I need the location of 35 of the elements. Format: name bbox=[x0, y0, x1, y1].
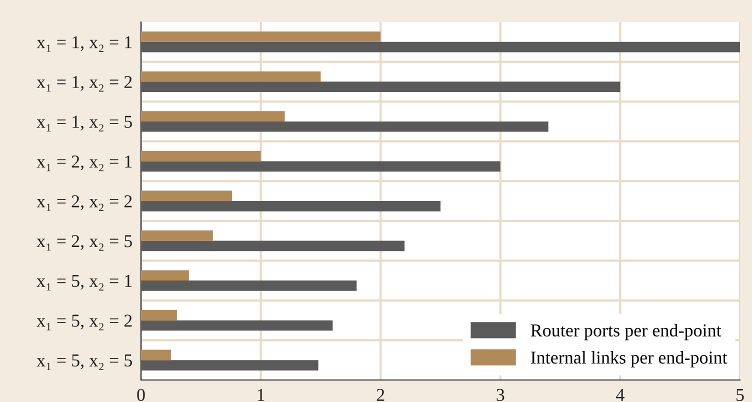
bar bbox=[141, 150, 261, 162]
bar bbox=[141, 201, 440, 212]
y-tick-label: x₁ = 5, x₂ = 2 bbox=[36, 314, 132, 330]
bar bbox=[141, 42, 740, 52]
bar bbox=[141, 320, 333, 331]
y-tick-label: x₁ = 1, x₂ = 5 bbox=[36, 116, 132, 132]
bar bbox=[141, 280, 357, 291]
y-tick-label: x₁ = 2, x₂ = 1 bbox=[36, 156, 132, 172]
y-tick-label: x₁ = 1, x₂ = 1 bbox=[36, 36, 132, 52]
bar bbox=[141, 350, 171, 360]
y-tick-label: x₁ = 1, x₂ = 2 bbox=[36, 76, 132, 92]
bar bbox=[141, 121, 548, 132]
bar bbox=[141, 230, 213, 241]
x-tick-label: 4 bbox=[616, 388, 624, 401]
bar bbox=[141, 240, 405, 252]
bar bbox=[141, 360, 318, 370]
bar bbox=[141, 71, 321, 82]
bar bbox=[141, 82, 620, 92]
x-tick-label: 0 bbox=[137, 388, 145, 402]
x-tick-label: 5 bbox=[736, 389, 744, 402]
bar bbox=[141, 310, 177, 320]
y-tick-label: x₁ = 5, x₂ = 1 bbox=[36, 274, 132, 290]
legend-label: Router ports per end-point bbox=[530, 324, 722, 340]
bar bbox=[141, 190, 232, 201]
x-tick-label: 1 bbox=[258, 388, 264, 401]
bar bbox=[141, 111, 285, 122]
bar bbox=[141, 270, 189, 281]
y-tick-label: x₁ = 5, x₂ = 5 bbox=[36, 354, 132, 370]
legend-label: Internal links per end-point bbox=[530, 350, 728, 368]
y-tick-label: x₁ = 2, x₂ = 2 bbox=[36, 195, 132, 211]
bar bbox=[141, 32, 381, 42]
x-tick-label: 3 bbox=[496, 388, 504, 402]
y-tick-label: x₁ = 2, x₂ = 5 bbox=[36, 235, 132, 251]
bar bbox=[141, 161, 500, 172]
x-tick-label: 2 bbox=[376, 388, 384, 401]
